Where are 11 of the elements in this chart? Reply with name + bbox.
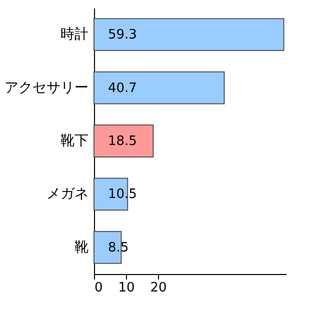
data-label: 59.3: [108, 28, 137, 43]
x-tick-label: 20: [150, 280, 167, 296]
data-label: 18.5: [108, 134, 137, 149]
y-tick-label: 靴下: [60, 133, 88, 149]
y-tick-label: アクセサリー: [4, 80, 88, 96]
data-label: 40.7: [108, 80, 137, 96]
x-tick-label: 10: [118, 280, 135, 296]
y-tick-label: 時計: [60, 26, 88, 43]
y-tick-label: メガネ: [46, 186, 88, 202]
y-tick-label: 靴: [74, 239, 88, 256]
x-tick-label: 0: [94, 280, 103, 296]
